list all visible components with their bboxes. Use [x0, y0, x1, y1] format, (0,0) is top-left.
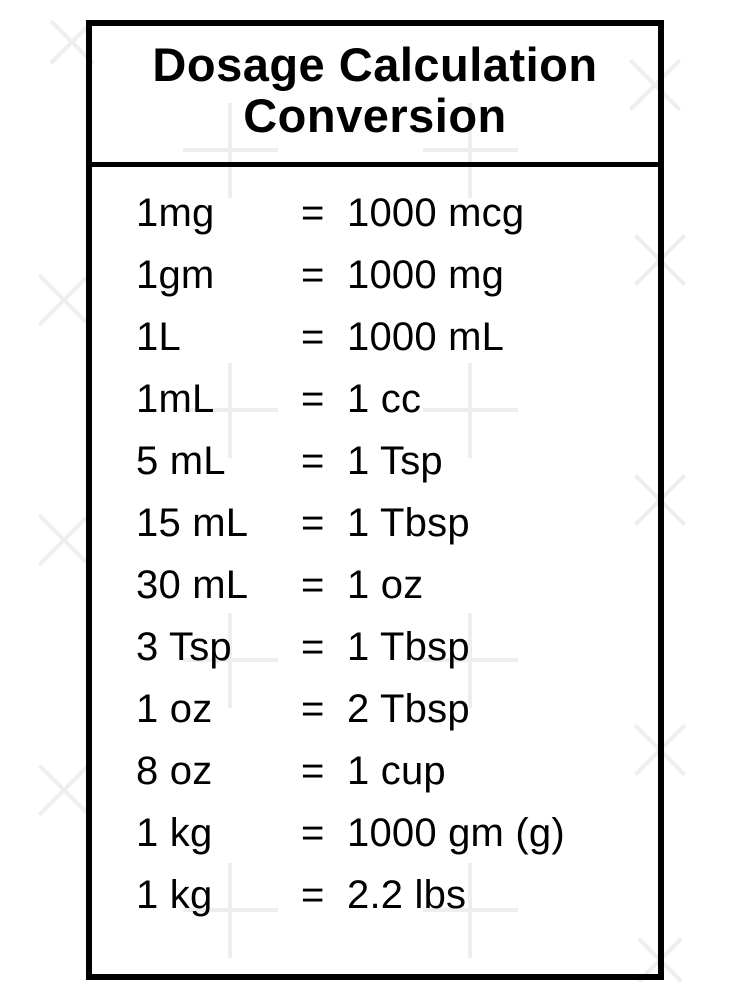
conversion-row: 3 Tsp=1 Tbsp	[136, 627, 630, 667]
equals-sign: =	[301, 317, 347, 357]
conversion-rhs: 1000 mg	[347, 255, 630, 295]
conversion-rhs: 1 oz	[347, 565, 630, 605]
conversion-lhs: 1mL	[136, 379, 301, 419]
conversion-lhs: 1gm	[136, 255, 301, 295]
equals-sign: =	[301, 689, 347, 729]
conversion-row: 1L=1000 mL	[136, 317, 630, 357]
equals-sign: =	[301, 751, 347, 791]
equals-sign: =	[301, 441, 347, 481]
conversion-rhs: 1 Tbsp	[347, 503, 630, 543]
equals-sign: =	[301, 503, 347, 543]
conversion-row: 30 mL=1 oz	[136, 565, 630, 605]
conversion-card: Dosage Calculation Conversion 1mg=1000 m…	[86, 20, 664, 980]
conversion-lhs: 5 mL	[136, 441, 301, 481]
title-line-2: Conversion	[243, 89, 507, 142]
conversion-lhs: 1L	[136, 317, 301, 357]
card-title: Dosage Calculation Conversion	[102, 40, 648, 142]
equals-sign: =	[301, 255, 347, 295]
conversion-rhs: 1 cc	[347, 379, 630, 419]
conversion-rhs: 1000 mL	[347, 317, 630, 357]
conversion-row: 1 oz=2 Tbsp	[136, 689, 630, 729]
conversion-rhs: 1 cup	[347, 751, 630, 791]
equals-sign: =	[301, 379, 347, 419]
equals-sign: =	[301, 813, 347, 853]
conversion-lhs: 1mg	[136, 193, 301, 233]
conversion-rhs: 2.2 lbs	[347, 875, 630, 915]
conversion-rhs: 2 Tbsp	[347, 689, 630, 729]
conversion-row: 1mg=1000 mcg	[136, 193, 630, 233]
conversion-lhs: 1 oz	[136, 689, 301, 729]
conversion-list: 1mg=1000 mcg1gm=1000 mg1L=1000 mL1mL=1 c…	[92, 167, 658, 935]
card-header: Dosage Calculation Conversion	[92, 26, 658, 167]
conversion-row: 8 oz=1 cup	[136, 751, 630, 791]
conversion-lhs: 8 oz	[136, 751, 301, 791]
equals-sign: =	[301, 565, 347, 605]
conversion-lhs: 1 kg	[136, 813, 301, 853]
conversion-lhs: 3 Tsp	[136, 627, 301, 667]
equals-sign: =	[301, 875, 347, 915]
conversion-rhs: 1 Tsp	[347, 441, 630, 481]
title-line-1: Dosage Calculation	[152, 38, 597, 91]
equals-sign: =	[301, 193, 347, 233]
conversion-rhs: 1 Tbsp	[347, 627, 630, 667]
conversion-row: 1gm=1000 mg	[136, 255, 630, 295]
page: Dosage Calculation Conversion 1mg=1000 m…	[0, 0, 750, 1000]
conversion-row: 15 mL=1 Tbsp	[136, 503, 630, 543]
conversion-lhs: 15 mL	[136, 503, 301, 543]
conversion-row: 1 kg=2.2 lbs	[136, 875, 630, 915]
conversion-row: 1mL=1 cc	[136, 379, 630, 419]
conversion-lhs: 1 kg	[136, 875, 301, 915]
conversion-rhs: 1000 gm (g)	[347, 813, 630, 853]
conversion-row: 5 mL=1 Tsp	[136, 441, 630, 481]
conversion-row: 1 kg=1000 gm (g)	[136, 813, 630, 853]
conversion-lhs: 30 mL	[136, 565, 301, 605]
conversion-rhs: 1000 mcg	[347, 193, 630, 233]
equals-sign: =	[301, 627, 347, 667]
